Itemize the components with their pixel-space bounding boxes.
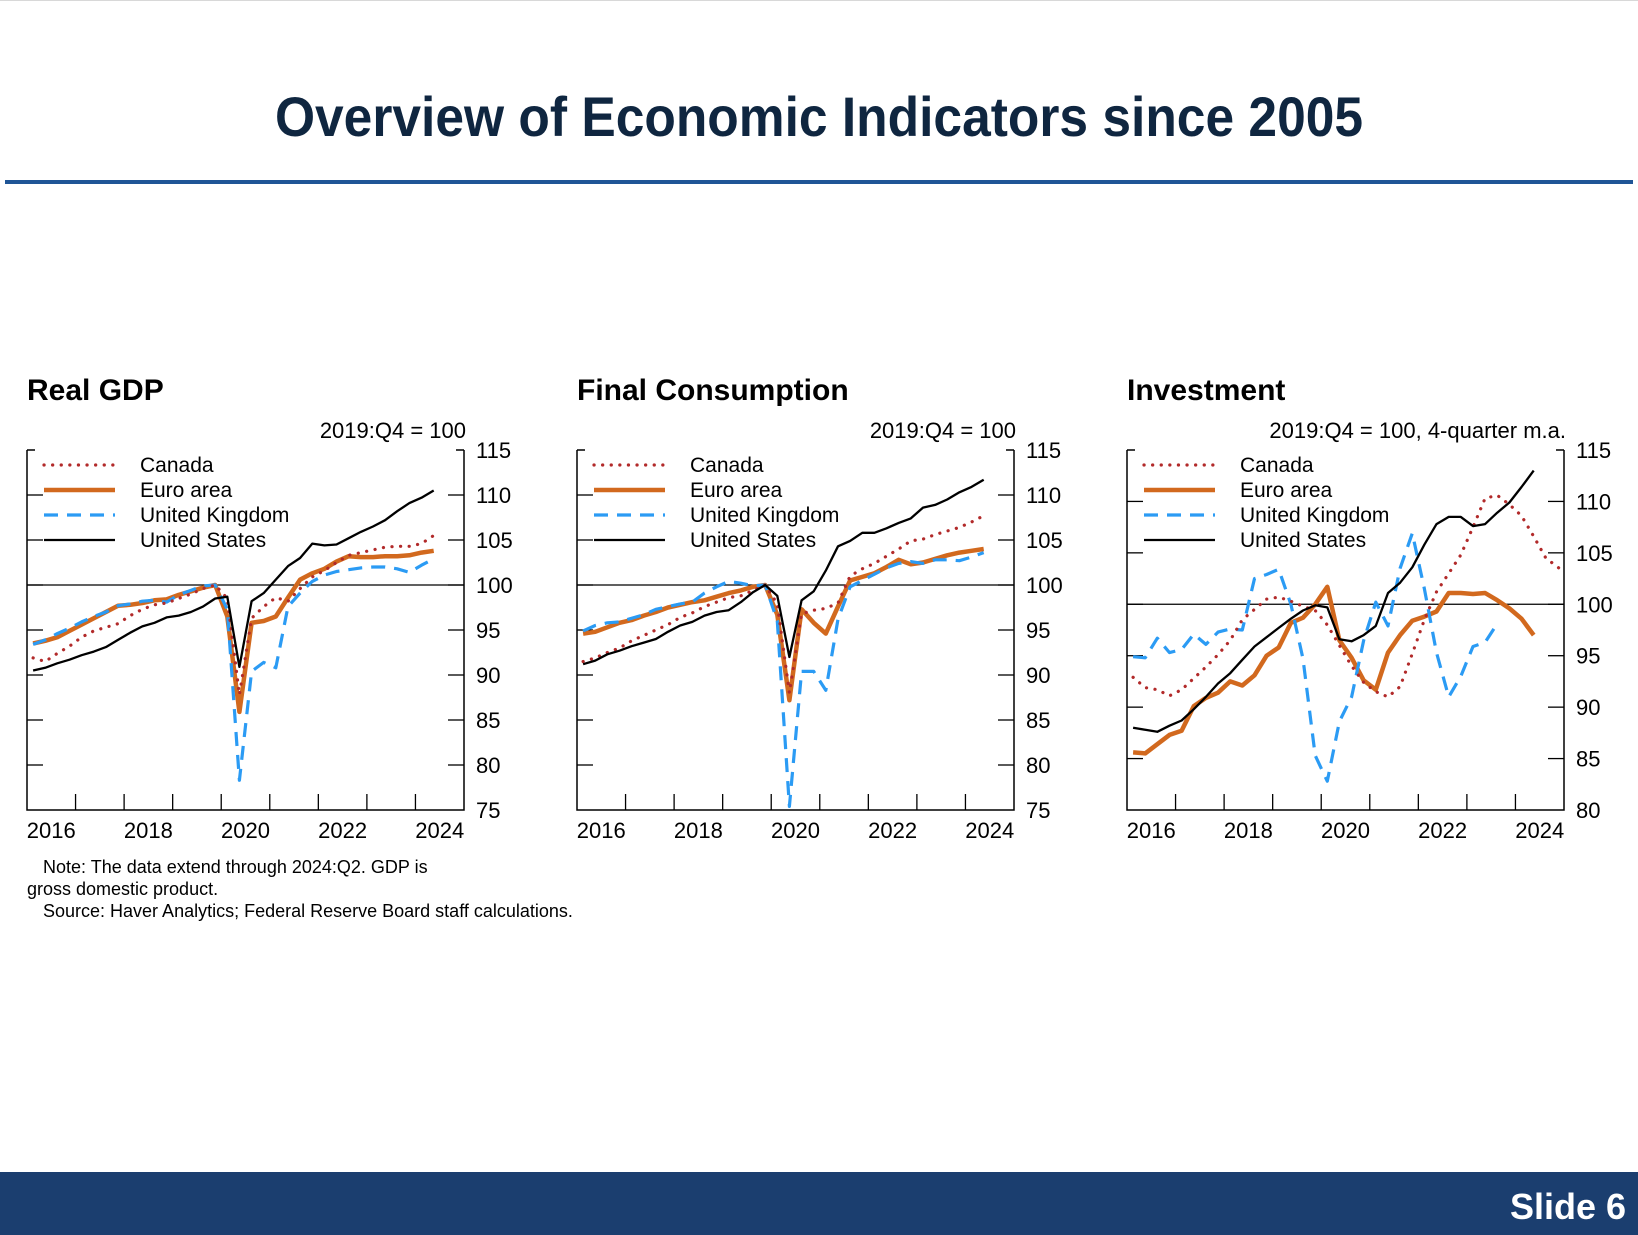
plot-frame [1126,450,1565,811]
series-line-united-states [582,478,985,666]
chart-subtitle: 2019:Q4 = 100, 4-quarter m.a. [1269,418,1566,443]
y-tick-label: 100 [476,573,513,598]
legend-label: United States [690,529,816,552]
y-tick-label: 90 [1576,695,1600,720]
chart-title-investment: Investment [1127,374,1286,407]
x-tick-label: 2018 [1224,818,1273,843]
y-tick-label: 110 [1576,489,1611,514]
y-tick-label: 80 [1026,753,1050,778]
series-line-united-kingdom [32,557,435,782]
series-line-canada [581,514,986,695]
legend-label: United States [140,529,266,552]
footer-bar [0,1172,1638,1235]
legend-label: Euro area [140,479,233,502]
chart-title-real-gdp: Real GDP [27,374,164,407]
x-tick-label: 2024 [415,818,464,843]
y-tick-label: 115 [1576,438,1611,463]
y-tick-label: 100 [1026,573,1063,598]
y-tick-label: 95 [476,618,500,643]
series-group [581,478,986,809]
y-tick-label: 80 [476,753,500,778]
legend-label: United Kingdom [690,504,839,527]
legend-label: Euro area [1240,479,1333,502]
x-tick-label: 2018 [124,818,173,843]
note-line-1: Note: The data extend through 2024:Q2. G… [43,857,428,877]
x-tick-label: 2022 [318,818,367,843]
x-tick-label: 2020 [221,818,270,843]
x-tick-label: 2016 [27,818,76,843]
series-group [1131,469,1564,783]
top-border [0,0,1638,1]
series-line-euro-area [1132,584,1536,756]
series-line-united-kingdom [582,551,985,809]
legend-label: United Kingdom [1240,504,1389,527]
charts-canvas: 75 80 85 90 95 100 105 110 115 2016 2018 2020 2022 20… [26,418,1613,843]
y-tick-label: 105 [1576,541,1613,566]
x-tick-label: 2024 [965,818,1014,843]
x-tick-label: 2024 [1515,818,1564,843]
slide-title: Overview of Economic Indicators since 20… [274,85,1364,148]
title-rule [5,180,1633,184]
y-tick-label: 90 [1026,663,1050,688]
y-tick-label: 110 [1026,483,1061,508]
series-line-canada [31,533,436,697]
y-tick-label: 85 [1576,747,1600,772]
y-tick-label: 90 [476,663,500,688]
x-tick-label: 2020 [1321,818,1370,843]
y-tick-label: 115 [476,438,511,463]
chart-subtitle: 2019:Q4 = 100 [870,418,1016,443]
series-line-united-states [32,489,435,672]
legend-label: United States [1240,529,1366,552]
y-tick-label: 75 [476,798,500,823]
y-tick-label: 100 [1576,592,1613,617]
x-tick-label: 2020 [771,818,820,843]
y-tick-label: 105 [476,528,513,553]
source-line: Source: Haver Analytics; Federal Reserve… [43,901,573,921]
series-group [31,489,436,782]
chart-subtitle: 2019:Q4 = 100 [320,418,466,443]
y-tick-label: 80 [1576,798,1600,823]
legend-label: Canada [690,454,764,477]
y-tick-label: 115 [1026,438,1061,463]
series-line-united-kingdom [1132,531,1499,783]
chart-final-consumption: 75 80 85 90 95 100 105 110 115 2016 2018 2020 2022 20… [576,418,1063,843]
x-tick-label: 2022 [868,818,917,843]
note-line-2: gross domestic product. [27,879,219,899]
chart-investment: 80 85 90 95 100 105 110 115 2016 2018 2020 2022 2024… [1126,418,1613,843]
y-tick-label: 110 [476,483,511,508]
legend-label: United Kingdom [140,504,289,527]
chart-title-final-consumption: Final Consumption [577,374,849,407]
y-tick-label: 85 [1026,708,1050,733]
slide-number: Slide 6 [1509,1186,1626,1227]
x-tick-label: 2016 [577,818,626,843]
legend-label: Euro area [690,479,783,502]
y-tick-label: 95 [1576,644,1600,669]
x-tick-label: 2022 [1418,818,1467,843]
y-tick-label: 105 [1026,528,1063,553]
series-line-united-states [1132,469,1535,733]
chart-notes: Note: The data extend through 2024:Q2. G… [27,856,727,922]
y-tick-label: 85 [476,708,500,733]
x-tick-label: 2018 [674,818,723,843]
y-tick-label: 95 [1026,618,1050,643]
chart-real-gdp: 75 80 85 90 95 100 105 110 115 2016 2018 2020 2022 20… [26,418,513,843]
legend-label: Canada [1240,454,1314,477]
legend-label: Canada [140,454,214,477]
y-tick-label: 75 [1026,798,1050,823]
x-tick-label: 2016 [1127,818,1176,843]
